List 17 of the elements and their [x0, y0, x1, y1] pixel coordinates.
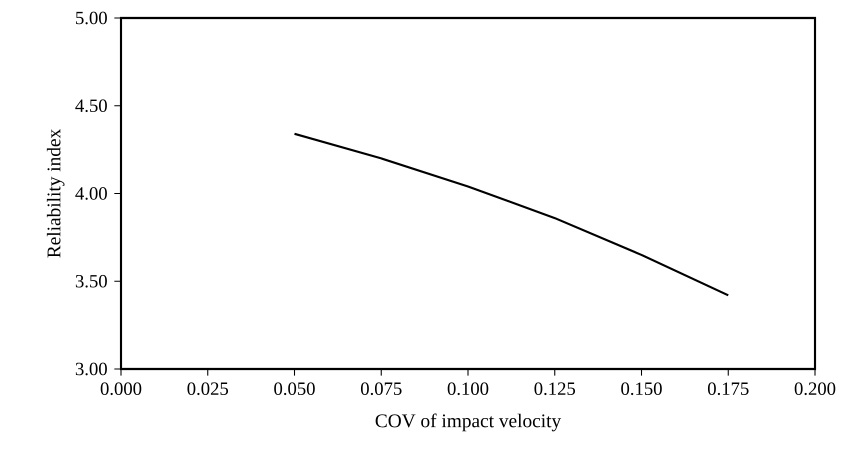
x-tick-label: 0.175 — [708, 382, 749, 396]
x-tick-label: 0.100 — [448, 382, 488, 396]
x-tick-label: 0.125 — [534, 382, 576, 396]
x-tick-label: 0.025 — [187, 382, 228, 396]
y-tick-label: 5.00 — [76, 12, 107, 24]
x-axis-title: COV of impact velocity — [376, 414, 562, 432]
x-tick-label: 0.050 — [274, 382, 315, 396]
line-series — [293, 132, 730, 296]
y-tick-label: 3.50 — [76, 274, 107, 288]
x-tick-label: 0.000 — [100, 382, 142, 396]
y-tick-label: 4.00 — [75, 187, 107, 200]
y-tick-label: 3.00 — [76, 362, 107, 376]
y-tick-label: 4.50 — [75, 99, 107, 112]
x-tick-label: 0.150 — [621, 382, 662, 396]
x-tick-label: 0.075 — [360, 382, 402, 396]
x-tick-label: 0.200 — [794, 382, 836, 396]
y-axis-title: Reliability index — [46, 129, 64, 258]
